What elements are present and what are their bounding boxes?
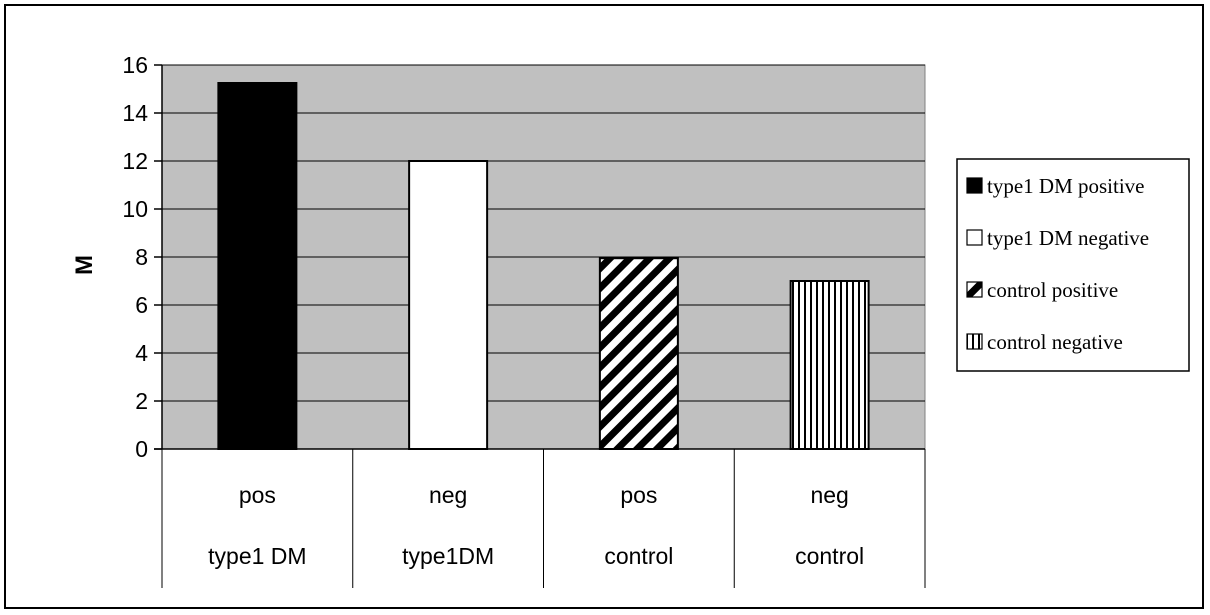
legend-swatch: [966, 229, 983, 246]
bar-0: [217, 82, 298, 450]
category-label-top: pos: [620, 482, 657, 508]
legend-box: [956, 158, 1190, 372]
y-tick-label: 0: [135, 436, 148, 462]
legend-swatch: [966, 333, 983, 350]
y-axis-label: M: [71, 255, 98, 275]
y-tick-label: 12: [122, 148, 148, 174]
chart-frame: 0 2 4 6 8 10 12 14 16 pos type1 DM neg type1DM pos co…: [4, 4, 1204, 609]
y-tick-label: 14: [122, 100, 148, 126]
y-tick-label: 2: [135, 388, 148, 414]
category-label-top: neg: [810, 482, 848, 508]
y-tick-label: 4: [135, 340, 148, 366]
y-tick-label: 8: [135, 244, 148, 270]
bars: [217, 82, 870, 450]
legend-label: control positive: [987, 278, 1118, 302]
legend-swatch: [966, 177, 983, 194]
category-label-top: pos: [239, 482, 276, 508]
bar-1: [408, 160, 489, 450]
y-tick-label: 16: [122, 52, 148, 78]
legend-label: type1 DM positive: [987, 174, 1145, 198]
legend-swatch: [966, 281, 983, 298]
y-axis-ticks: 0 2 4 6 8 10 12 14 16: [122, 52, 163, 462]
bar-3: [789, 280, 870, 450]
category-label-bottom: control: [604, 543, 673, 569]
y-tick-label: 6: [135, 292, 148, 318]
category-table: pos type1 DM neg type1DM pos control neg contro…: [154, 448, 926, 588]
legend: type1 DM positive type1 DM negative contro…: [956, 158, 1190, 372]
category-label-bottom: type1 DM: [208, 543, 306, 569]
category-label-bottom: type1DM: [402, 543, 494, 569]
bar-chart: 0 2 4 6 8 10 12 14 16 pos type1 DM neg type1DM pos co…: [71, 52, 1190, 588]
bar-2: [598, 257, 679, 450]
y-tick-label: 10: [122, 196, 148, 222]
category-label-top: neg: [429, 482, 467, 508]
legend-label: type1 DM negative: [987, 226, 1149, 250]
legend-label: control negative: [987, 330, 1123, 354]
category-label-bottom: control: [795, 543, 864, 569]
